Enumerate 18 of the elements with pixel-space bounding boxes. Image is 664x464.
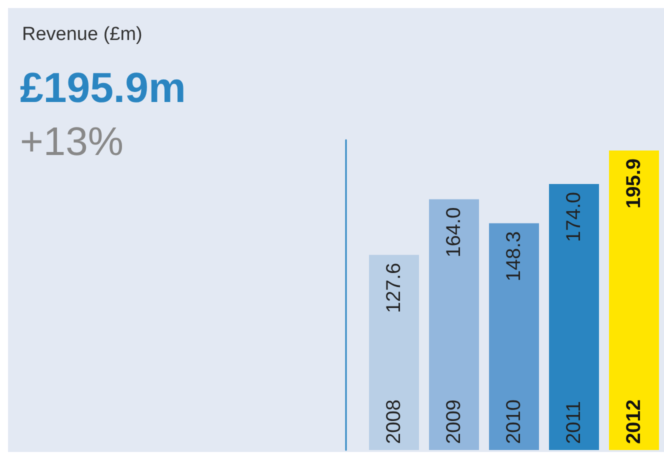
x-tick-label: 2011 bbox=[563, 400, 585, 444]
x-tick-label: 2012 bbox=[623, 400, 645, 444]
x-tick-label: 2010 bbox=[503, 400, 525, 444]
data-label: 148.3 bbox=[503, 231, 525, 282]
text: +13% bbox=[20, 120, 124, 165]
text: Revenue (£m) bbox=[22, 24, 142, 46]
bar bbox=[609, 150, 659, 450]
data-label: 127.6 bbox=[383, 262, 405, 313]
data-label: 164.0 bbox=[443, 207, 465, 258]
bar bbox=[489, 223, 539, 450]
data-label: 174.0 bbox=[563, 192, 585, 242]
chart-subtitle: £195.9m bbox=[20, 64, 186, 112]
data-label: 195.9 bbox=[623, 158, 645, 209]
x-tick-label: 2008 bbox=[383, 400, 405, 444]
bar bbox=[369, 254, 419, 450]
x-tick-label: 2009 bbox=[443, 400, 465, 444]
bar bbox=[549, 184, 599, 450]
bar bbox=[429, 199, 479, 450]
